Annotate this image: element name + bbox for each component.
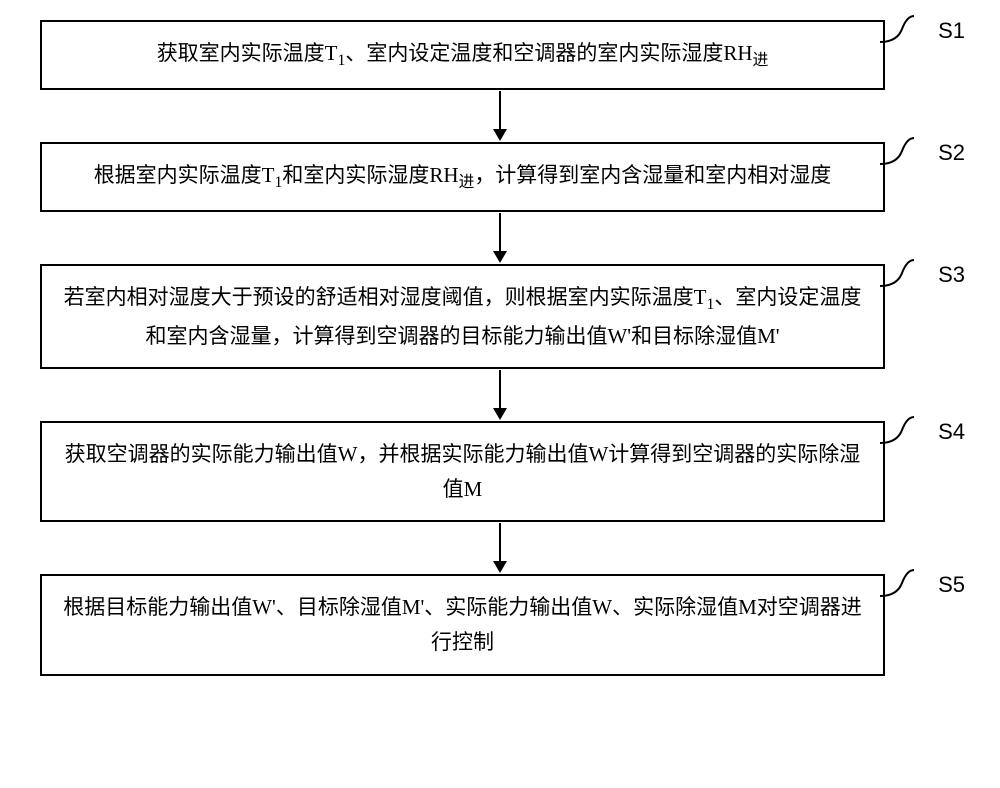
curve-icon: [880, 415, 914, 445]
arrow-s4-s5: [493, 522, 507, 574]
arrow-head-icon: [493, 129, 507, 141]
step-text-s2: 根据室内实际温度T1和室内实际湿度RH进，计算得到室内含湿量和室内相对湿度: [94, 158, 832, 196]
step-text-s4: 获取空调器的实际能力输出值W，并根据实际能力输出值W计算得到空调器的实际除湿值M: [62, 437, 863, 506]
step-label-s4: S4: [938, 419, 965, 445]
arrow-head-icon: [493, 251, 507, 263]
step-text-s3: 若室内相对湿度大于预设的舒适相对湿度阈值，则根据室内实际温度T1、室内设定温度和…: [62, 280, 863, 353]
step-box-s3: 若室内相对湿度大于预设的舒适相对湿度阈值，则根据室内实际温度T1、室内设定温度和…: [40, 264, 885, 369]
arrow-line-icon: [499, 523, 501, 561]
label-connector-s4: [880, 415, 914, 445]
label-connector-s3: [880, 258, 914, 288]
curve-icon: [880, 568, 914, 598]
step-box-s2: 根据室内实际温度T1和室内实际湿度RH进，计算得到室内含湿量和室内相对湿度: [40, 142, 885, 212]
step-label-s3: S3: [938, 262, 965, 288]
flowchart-container: 获取室内实际温度T1、室内设定温度和空调器的室内实际湿度RH进 S1 根据室内实…: [40, 20, 960, 676]
step-box-s1: 获取室内实际温度T1、室内设定温度和空调器的室内实际湿度RH进: [40, 20, 885, 90]
step-wrapper-s5: 根据目标能力输出值W'、目标除湿值M'、实际能力输出值W、实际除湿值M对空调器进…: [40, 574, 960, 675]
arrow-line-icon: [499, 213, 501, 251]
arrow-s3-s4: [493, 369, 507, 421]
step-label-s1: S1: [938, 18, 965, 44]
arrow-line-icon: [499, 370, 501, 408]
arrow-s2-s3: [493, 212, 507, 264]
step-wrapper-s2: 根据室内实际温度T1和室内实际湿度RH进，计算得到室内含湿量和室内相对湿度 S2: [40, 142, 960, 212]
arrow-head-icon: [493, 408, 507, 420]
label-connector-s5: [880, 568, 914, 598]
step-label-s5: S5: [938, 572, 965, 598]
step-wrapper-s3: 若室内相对湿度大于预设的舒适相对湿度阈值，则根据室内实际温度T1、室内设定温度和…: [40, 264, 960, 369]
step-box-s5: 根据目标能力输出值W'、目标除湿值M'、实际能力输出值W、实际除湿值M对空调器进…: [40, 574, 885, 675]
label-connector-s2: [880, 136, 914, 166]
step-wrapper-s4: 获取空调器的实际能力输出值W，并根据实际能力输出值W计算得到空调器的实际除湿值M…: [40, 421, 960, 522]
curve-icon: [880, 136, 914, 166]
step-wrapper-s1: 获取室内实际温度T1、室内设定温度和空调器的室内实际湿度RH进 S1: [40, 20, 960, 90]
step-text-s1: 获取室内实际温度T1、室内设定温度和空调器的室内实际湿度RH进: [157, 36, 769, 74]
step-box-s4: 获取空调器的实际能力输出值W，并根据实际能力输出值W计算得到空调器的实际除湿值M: [40, 421, 885, 522]
arrow-head-icon: [493, 561, 507, 573]
step-label-s2: S2: [938, 140, 965, 166]
label-connector-s1: [880, 14, 914, 44]
curve-icon: [880, 14, 914, 44]
arrow-s1-s2: [493, 90, 507, 142]
arrow-line-icon: [499, 91, 501, 129]
step-text-s5: 根据目标能力输出值W'、目标除湿值M'、实际能力输出值W、实际除湿值M对空调器进…: [62, 590, 863, 659]
curve-icon: [880, 258, 914, 288]
